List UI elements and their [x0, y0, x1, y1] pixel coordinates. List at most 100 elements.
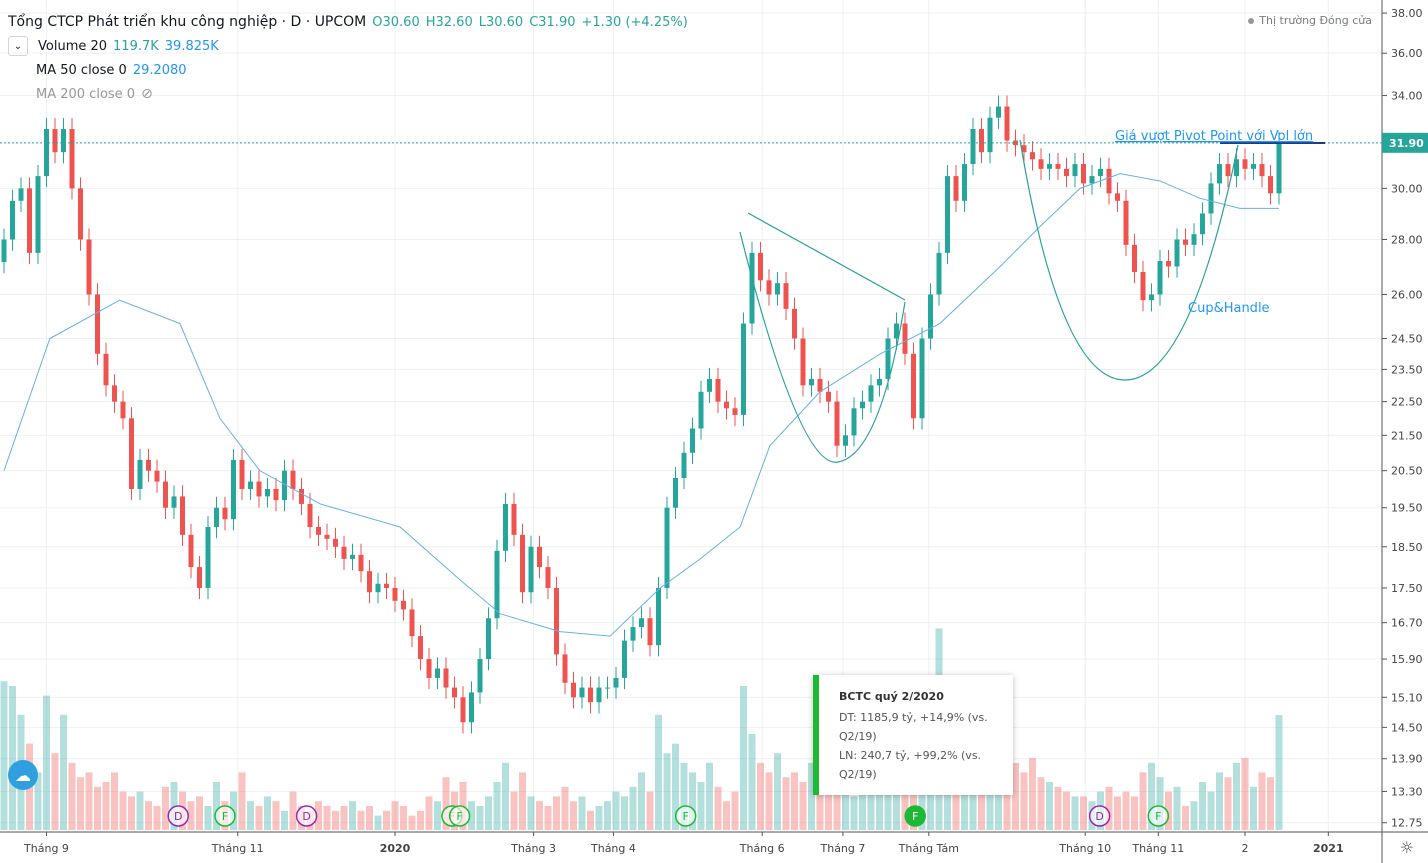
trend-line — [747, 212, 906, 301]
event-marker-dividend[interactable]: D — [1088, 805, 1111, 827]
tooltip-revenue: DT: 1185,9 tỷ, +14,9% (vs. Q2/19) — [839, 711, 988, 743]
volume-label[interactable]: Volume 20 — [38, 38, 108, 54]
volume-bar — [60, 714, 67, 830]
candle-body — [639, 618, 644, 628]
candle-body — [418, 636, 423, 660]
candle-body — [171, 496, 177, 508]
event-marker-financial[interactable]: F — [448, 805, 471, 827]
collapse-chevron-icon[interactable]: ⌄ — [8, 36, 28, 56]
event-marker-dividend[interactable]: D — [167, 805, 189, 827]
ma200-label[interactable]: MA 200 close 0 — [36, 86, 136, 102]
last-price-badge — [1382, 132, 1428, 153]
candle-body — [146, 459, 151, 471]
event-label: F — [912, 810, 918, 823]
volume-bar — [842, 791, 849, 830]
candle-body — [800, 338, 806, 386]
volume-bar — [485, 796, 492, 830]
candle-body — [358, 554, 364, 572]
candle-body — [265, 488, 270, 497]
volume-bar — [808, 762, 815, 830]
candle-body — [783, 283, 789, 309]
candle-body — [1140, 271, 1146, 301]
ma50-label[interactable]: MA 50 close 0 — [36, 62, 127, 78]
volume-bar — [825, 786, 832, 830]
candle-body — [214, 507, 219, 527]
pivot-annotation: Giá vượt Pivot Point với Vol lớn — [1115, 129, 1313, 144]
y-tick-label: 17.50 — [1391, 582, 1423, 595]
volume-bar — [1258, 772, 1266, 830]
candle-body — [1225, 164, 1231, 177]
y-tick-label: 16.70 — [1391, 617, 1423, 630]
cup-curve-2 — [1019, 139, 1239, 381]
volume-bar — [1063, 791, 1070, 830]
volume-bar — [68, 762, 76, 830]
volume-bar — [1250, 786, 1257, 830]
x-tick-label: 2 — [1242, 842, 1249, 855]
candle-body — [435, 668, 440, 678]
candle-body — [409, 609, 415, 637]
volume-bar — [111, 772, 118, 830]
candle-body — [1115, 193, 1120, 201]
volume-bar — [689, 772, 696, 830]
y-tick-label: 12.75 — [1391, 817, 1423, 830]
tooltip-profit: LN: 240,7 tỷ, +99,2% (vs. Q2/19) — [839, 749, 982, 781]
candle-body — [630, 627, 636, 641]
candle-body — [129, 418, 134, 489]
candle-body — [953, 176, 959, 201]
candle-body — [324, 534, 330, 539]
volume-bar — [34, 772, 42, 830]
tradingview-logo-icon[interactable]: ☁ — [8, 760, 38, 790]
event-circle-icon — [904, 805, 926, 827]
y-tick-label: 34.00 — [1391, 90, 1423, 103]
candle-body — [809, 378, 814, 386]
candle-body — [987, 117, 993, 153]
candle-body — [477, 659, 483, 693]
volume-bar — [655, 714, 662, 830]
ma200-row: MA 200 close 0 ⊘ — [8, 82, 688, 106]
candle-body — [511, 503, 517, 535]
settings-gear-icon[interactable]: ☼ — [1399, 838, 1414, 857]
event-circle-icon — [1088, 805, 1111, 827]
y-tick-label: 19.50 — [1391, 502, 1423, 515]
candle-body — [970, 129, 976, 165]
event-marker-financial[interactable]: F — [674, 805, 697, 827]
hidden-eye-icon[interactable]: ⊘ — [141, 86, 153, 102]
volume-bar — [1139, 772, 1147, 830]
candle-body — [231, 459, 236, 520]
candle-body — [1, 239, 7, 263]
volume-bar — [663, 753, 671, 830]
candle-body — [137, 459, 143, 489]
event-label: F — [222, 810, 228, 823]
volume-bar — [1114, 796, 1121, 830]
candle-body — [554, 587, 559, 655]
event-marker-financial[interactable]: F — [1147, 805, 1170, 827]
event-marker-financial[interactable]: F — [214, 805, 236, 827]
ohlc-high: H32.60 — [425, 14, 473, 30]
candle-body — [707, 378, 712, 392]
candle-body — [486, 618, 491, 660]
candle-body — [851, 408, 857, 436]
candle-body — [503, 503, 508, 551]
event-circle-icon — [674, 805, 697, 827]
volume-bar — [9, 686, 16, 830]
event-marker-financial-active[interactable]: F — [904, 805, 926, 827]
volume-bar — [94, 786, 101, 830]
volume-bar — [502, 762, 509, 830]
volume-bar — [867, 777, 875, 830]
candle-body — [35, 176, 41, 253]
y-tick-label: 21.50 — [1391, 429, 1423, 442]
ma50-line — [3, 173, 1279, 637]
ohlc-low: L30.60 — [478, 14, 524, 30]
volume-bar — [400, 806, 407, 830]
candle-body — [1106, 168, 1112, 194]
x-tick-label: Tháng 11 — [1131, 842, 1184, 855]
candle-body — [1268, 176, 1273, 194]
candle-body — [834, 401, 840, 446]
volume-bar — [774, 753, 781, 830]
event-marker-dividend[interactable]: D — [295, 805, 318, 827]
candle-body — [112, 385, 117, 402]
x-tick-label: 2021 — [1313, 842, 1344, 855]
volume-bar — [731, 791, 739, 830]
candle-body — [605, 687, 610, 689]
